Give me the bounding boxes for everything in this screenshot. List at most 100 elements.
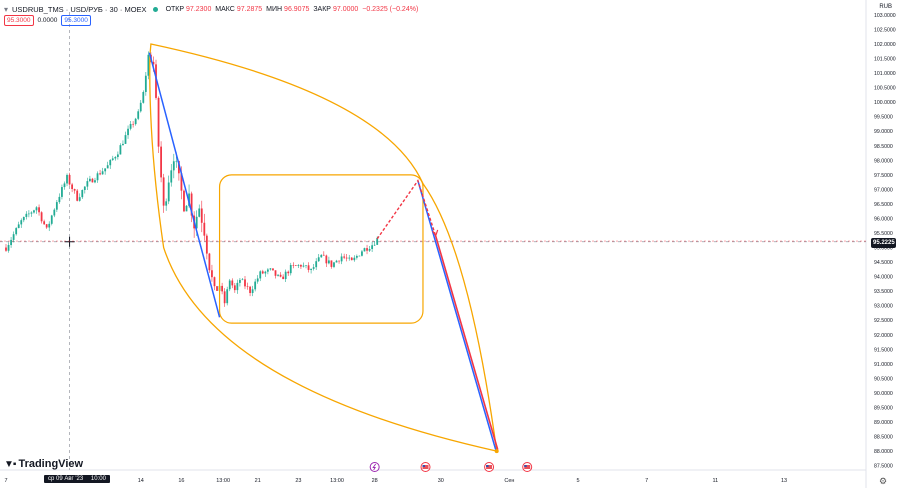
- candle-body: [200, 208, 203, 223]
- candle-body: [91, 178, 94, 183]
- y-tick-label: 94.0000: [874, 275, 893, 281]
- candle-body: [40, 212, 43, 222]
- candle-body: [180, 173, 183, 191]
- flag-canton-icon: [422, 465, 426, 467]
- candle-body: [338, 260, 340, 262]
- buy-button[interactable]: 95.3000: [61, 15, 91, 26]
- candle-body: [264, 271, 267, 274]
- gear-icon[interactable]: ⚙: [879, 476, 888, 486]
- candle-body: [287, 271, 290, 274]
- candle-body: [284, 271, 287, 280]
- y-tick-label: 93.5000: [874, 289, 893, 295]
- range-rectangle-drawing[interactable]: [218, 174, 424, 324]
- candle-body: [221, 285, 224, 292]
- candle-body: [368, 249, 371, 251]
- candle-body: [119, 145, 122, 155]
- candle-body: [71, 184, 74, 190]
- candle-body: [236, 282, 239, 291]
- candle-body: [7, 245, 10, 251]
- candle-body: [81, 189, 84, 198]
- candle-body: [307, 265, 310, 270]
- flag-canton-icon: [486, 465, 489, 467]
- crosshair-time: 10:00: [90, 476, 106, 482]
- candle-body: [315, 261, 318, 268]
- candle-body: [58, 196, 61, 203]
- candle-body: [300, 264, 302, 267]
- y-tick-label: 100.0000: [874, 100, 896, 106]
- trend-line-blue-2[interactable]: [417, 180, 497, 450]
- candle-body: [185, 205, 188, 212]
- y-tick-label: 92.5000: [874, 318, 893, 324]
- candle-body: [256, 278, 259, 282]
- x-tick-label: 11: [712, 478, 718, 484]
- y-tick-label: 88.5000: [874, 435, 893, 441]
- candle-body: [134, 118, 137, 125]
- tradingview-logo[interactable]: ▼▪ TradingView: [4, 458, 83, 470]
- candle-body: [109, 159, 112, 166]
- x-tick-label: 7: [645, 478, 648, 484]
- candle-body: [160, 146, 162, 178]
- currency-label[interactable]: RUB: [879, 4, 892, 10]
- candle-body: [312, 267, 315, 269]
- y-tick-label: 103.0000: [874, 13, 896, 19]
- symbol-title[interactable]: USDRUB_TMS · USD/РУБ · 30 · MOEX: [12, 4, 147, 14]
- candle-body: [10, 239, 12, 246]
- sell-button[interactable]: 95.3000: [4, 15, 34, 26]
- candle-body: [167, 182, 170, 202]
- candle-body: [223, 291, 226, 304]
- expand-icon[interactable]: ▾: [4, 4, 9, 14]
- candle-body: [12, 234, 15, 240]
- candle-body: [27, 213, 30, 215]
- candle-body: [376, 237, 379, 245]
- candle-body: [157, 97, 160, 147]
- chart-header: ▾ USDRUB_TMS · USD/РУБ · 30 · MOEX ОТКР 9…: [4, 2, 420, 16]
- trend-line-red[interactable]: [434, 235, 499, 450]
- y-tick-label: 98.0000: [874, 158, 893, 164]
- y-tick-label: 91.5000: [874, 347, 893, 353]
- lightning-event-icon[interactable]: [369, 462, 380, 472]
- x-tick-label: 23: [295, 478, 301, 484]
- candle-body: [279, 274, 282, 277]
- candle-body: [216, 286, 218, 291]
- candle-body: [345, 257, 348, 259]
- candle-body: [89, 178, 91, 182]
- candle-body: [25, 213, 28, 217]
- candle-body: [292, 264, 295, 266]
- candle-body: [94, 180, 96, 183]
- y-tick-label: 96.0000: [874, 216, 893, 222]
- candle-body: [73, 189, 76, 191]
- trend-line-blue-1[interactable]: [148, 52, 221, 318]
- crosshair-date-label: ср 09 Авг '23 10:00: [44, 475, 110, 483]
- candle-body: [327, 260, 330, 264]
- candle-body: [61, 187, 63, 197]
- candle-body: [340, 256, 343, 262]
- candle-body: [244, 279, 246, 287]
- candle-body: [155, 64, 157, 98]
- trade-buttons: 95.3000 0.0000 95.3000: [4, 15, 91, 26]
- y-tick-label: 97.0000: [874, 187, 893, 193]
- candle-body: [162, 177, 165, 206]
- x-tick-label: Сен: [504, 478, 514, 484]
- candle-body: [213, 277, 216, 287]
- candle-body: [335, 260, 338, 263]
- candle-body: [142, 91, 145, 103]
- candle-body: [35, 207, 38, 211]
- candle-body: [17, 224, 20, 229]
- projection-path-dashed[interactable]: [376, 179, 437, 240]
- drawing-endpoint-handle[interactable]: [494, 449, 499, 454]
- candle-body: [190, 193, 193, 216]
- crosshair-cursor-icon: [64, 236, 75, 247]
- candle-body: [269, 268, 272, 270]
- candle-body: [361, 251, 363, 256]
- candle-body: [170, 170, 173, 183]
- candle-body: [111, 158, 114, 160]
- candle-body: [144, 75, 147, 92]
- candle-body: [358, 255, 361, 257]
- candle-body: [147, 54, 150, 76]
- candle-body: [246, 286, 249, 287]
- candle-body: [333, 262, 335, 267]
- candle-body: [172, 161, 175, 171]
- candle-body: [277, 274, 279, 276]
- candle-body: [373, 244, 376, 246]
